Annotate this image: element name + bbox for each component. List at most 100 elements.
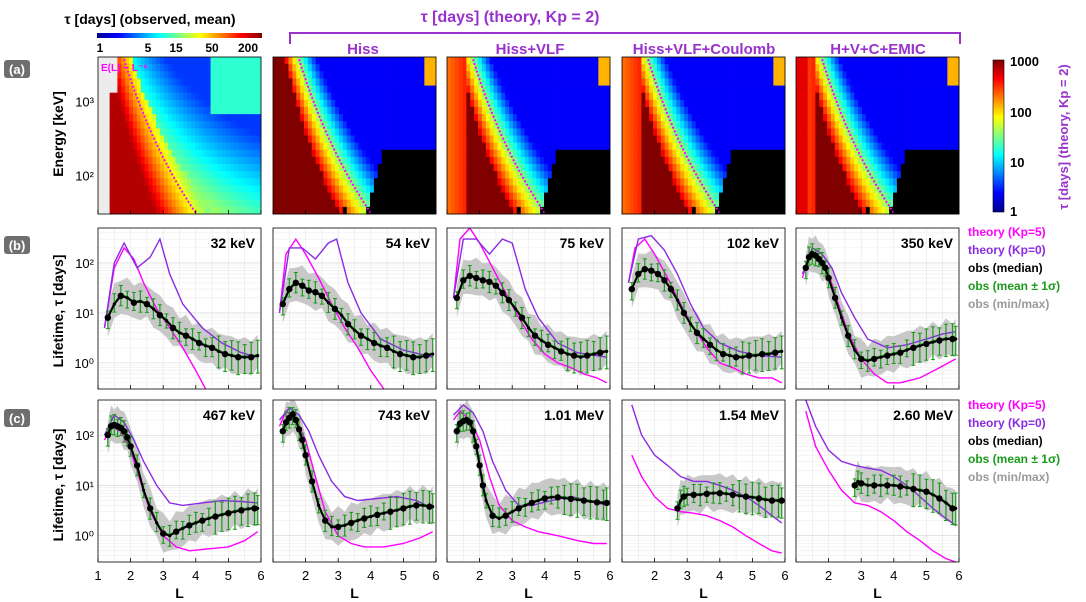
obs-median-point	[221, 350, 229, 358]
obs-median-point	[181, 526, 185, 531]
obs-median-point	[597, 349, 604, 356]
obs-median-point	[603, 499, 610, 507]
obs-median-point	[220, 513, 224, 517]
obs-median-point	[897, 483, 904, 490]
obs-median-point	[593, 499, 601, 506]
obs-median-point	[204, 344, 208, 348]
obs-median-point	[936, 495, 943, 502]
obs-median-point	[851, 482, 858, 489]
obs-median-point	[931, 493, 935, 497]
panel-energy-label: 54 keV	[386, 235, 431, 251]
obs-median-point	[127, 443, 134, 450]
obs-median-point	[505, 296, 513, 304]
obs-median-point	[580, 497, 588, 504]
obs-median-point	[295, 426, 303, 433]
lifetime-ytick: 10¹	[75, 478, 94, 493]
obs-median-point	[199, 517, 206, 524]
obs-median-point	[212, 513, 219, 520]
row-label: (a)	[4, 60, 30, 78]
obs-median-point	[469, 428, 477, 435]
theory-kp5-line	[805, 411, 956, 562]
energy-scaling-line	[472, 58, 546, 214]
theory-kp5-line	[452, 228, 608, 384]
obs-median-point	[190, 337, 195, 341]
energy-scaling-line	[298, 58, 372, 214]
obs-median-point	[308, 478, 316, 485]
theory-kp5-line	[278, 237, 385, 389]
energy-scaling-line	[647, 58, 721, 214]
obs-median-point	[701, 337, 706, 341]
obs-median-point	[719, 350, 727, 358]
x-tick: 5	[923, 568, 930, 583]
obs-median-point	[343, 523, 347, 528]
obs-median-point	[151, 307, 155, 311]
obs-median-point	[754, 354, 758, 358]
obs-median-point	[879, 483, 883, 487]
obs-median-point	[910, 344, 917, 351]
obs-median-point	[256, 506, 260, 510]
obs-median-point	[741, 355, 745, 359]
theory-kp0-line	[278, 406, 434, 510]
legend-entry: obs (median)	[968, 434, 1043, 448]
obs-median-point	[460, 277, 467, 284]
svg-text:(c): (c)	[9, 411, 25, 426]
row-label: (b)	[4, 236, 30, 254]
theory-kp0-line	[627, 234, 782, 358]
obs-median-point	[703, 490, 710, 497]
obs-median-point	[879, 355, 883, 359]
obs-median-point	[330, 525, 334, 529]
obs-median-point	[685, 493, 689, 497]
obs-median-point	[584, 352, 591, 359]
obs-median-point	[186, 522, 193, 529]
obs-median-point	[421, 503, 425, 507]
obs-median-point	[279, 300, 286, 308]
x-axis-label: L	[524, 585, 533, 601]
obs-median-line	[281, 412, 433, 528]
theory-colorbar-tick: 10	[1010, 155, 1024, 170]
obs-median-point	[675, 298, 680, 302]
obs-median-point	[413, 502, 420, 509]
obs-median-point	[248, 354, 255, 361]
lifetime-panel: 102 keV	[621, 227, 786, 390]
obs-median-point	[326, 301, 330, 305]
obs-median-point	[513, 307, 518, 311]
obs-median-point	[379, 344, 383, 348]
obs-median-point	[680, 493, 688, 500]
obs-median-point	[897, 349, 904, 356]
x-tick: 2	[651, 568, 658, 583]
obs-median-point	[182, 332, 190, 339]
obs-median-point	[489, 512, 496, 519]
obs-median-point	[207, 516, 211, 521]
obs-median-point	[473, 274, 480, 282]
obs-median-point	[567, 495, 575, 503]
obs-median-point	[763, 498, 768, 502]
obs-median-point	[724, 492, 728, 496]
obs-median-point	[352, 328, 357, 332]
obs-median-point	[124, 434, 131, 441]
lifetime-panel: 1.01 MeV	[446, 399, 611, 563]
obs-median-point	[499, 289, 506, 297]
obs-median-point	[365, 337, 370, 341]
obs-median-point	[331, 305, 339, 313]
obs-median-point	[716, 490, 723, 497]
x-tick: 3	[858, 568, 865, 583]
x-tick: 3	[335, 568, 342, 583]
obs-median-point	[858, 480, 865, 487]
obs-median-point	[486, 278, 493, 285]
obs-median-point	[641, 266, 648, 273]
obs-median-point	[466, 419, 473, 426]
obs-median-point	[523, 503, 527, 507]
obs-median-point	[866, 359, 870, 363]
obs-median-point	[155, 521, 159, 525]
obs-median-point	[143, 300, 151, 308]
obs-median-point	[728, 354, 732, 358]
obs-median-point	[648, 267, 655, 274]
theory-heatmap-panel	[795, 56, 960, 215]
obs-median-point	[225, 510, 232, 517]
lifetime-ytick: 10⁰	[74, 529, 94, 544]
obs-median-point	[767, 352, 771, 356]
legend-entry: obs (median)	[968, 261, 1043, 275]
obs-median-point	[286, 285, 293, 293]
obs-median-point	[745, 352, 753, 359]
